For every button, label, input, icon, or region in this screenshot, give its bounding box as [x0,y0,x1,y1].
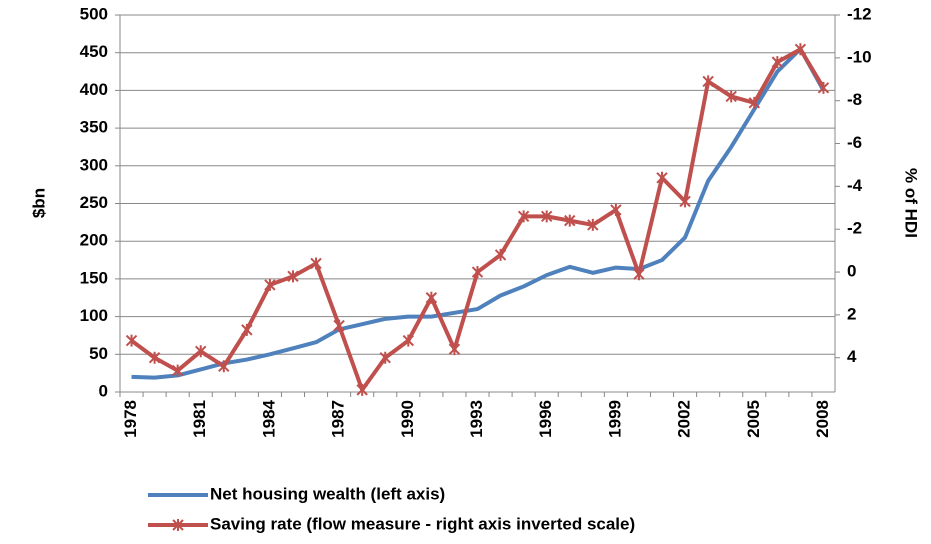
y-tick-label: 100 [80,306,108,325]
y-tick-label: 200 [80,231,108,250]
x-tick-label: 2008 [813,400,832,438]
series-marker [310,257,322,270]
series-marker [241,323,253,336]
y-tick-label: 400 [80,80,108,99]
legend-marker [172,519,184,531]
series-marker [794,43,807,56]
series-marker [125,334,138,347]
y2-axis-title: % of HDI [902,168,921,238]
series-marker [218,360,230,373]
y2-tick-label: 0 [847,262,856,281]
series-marker [494,248,507,261]
series-marker [817,81,830,94]
series-marker [195,345,207,358]
x-tick-label: 1999 [605,400,624,438]
x-tick-label: 1990 [398,400,417,438]
series-line [131,46,826,380]
series-marker [379,351,391,364]
series-marker [656,171,668,184]
x-tick-label: 2005 [744,400,763,438]
y-tick-label: 500 [80,4,108,23]
series-marker [564,214,576,227]
legend-label: Net housing wealth (left axis) [210,484,445,503]
y-axis-title: $bn [29,188,48,218]
series-marker [264,278,276,291]
x-tick-label: 1993 [467,400,486,438]
series-marker [287,270,299,283]
y2-tick-label: -2 [847,219,862,238]
series-marker [402,334,415,347]
y2-tick-label: -12 [847,4,872,23]
y2-tick-label: 4 [847,347,857,366]
series-marker [679,195,691,208]
x-tick-label: 1996 [536,400,555,438]
series-marker [517,210,530,223]
series-marker [725,90,737,103]
y2-tick-label: -10 [847,47,872,66]
series-marker [633,268,645,281]
y2-tick-label: -6 [847,133,862,152]
series-marker [702,75,714,88]
y-tick-label: 350 [80,118,108,137]
y-tick-label: 300 [80,155,108,174]
y2-tick-label: -8 [847,90,862,109]
series-marker [171,364,184,377]
series-marker [448,343,461,356]
x-tick-label: 1987 [329,400,348,438]
series-marker [610,203,622,216]
y-tick-label: 50 [89,344,108,363]
series-marker [748,96,760,109]
series-marker [587,218,599,231]
series-marker [471,266,484,279]
series-marker [148,351,161,364]
y2-tick-label: -4 [847,176,863,195]
y2-tick-label: 2 [847,304,856,323]
y-tick-label: 150 [80,268,108,287]
series-marker [540,210,553,223]
series-marker [771,56,784,69]
x-tick-label: 1981 [190,400,209,438]
series-marker [333,319,345,332]
x-tick-label: 1984 [259,399,278,437]
legend-label: Saving rate (flow measure - right axis i… [210,514,635,533]
series-marker [425,291,438,304]
series-marker [356,383,368,396]
x-tick-label: 2002 [675,400,694,438]
series-line [130,47,826,392]
y-tick-label: 450 [80,42,108,61]
y-tick-label: 0 [99,381,108,400]
y-tick-label: 250 [80,193,108,212]
x-tick-label: 1978 [121,400,140,438]
